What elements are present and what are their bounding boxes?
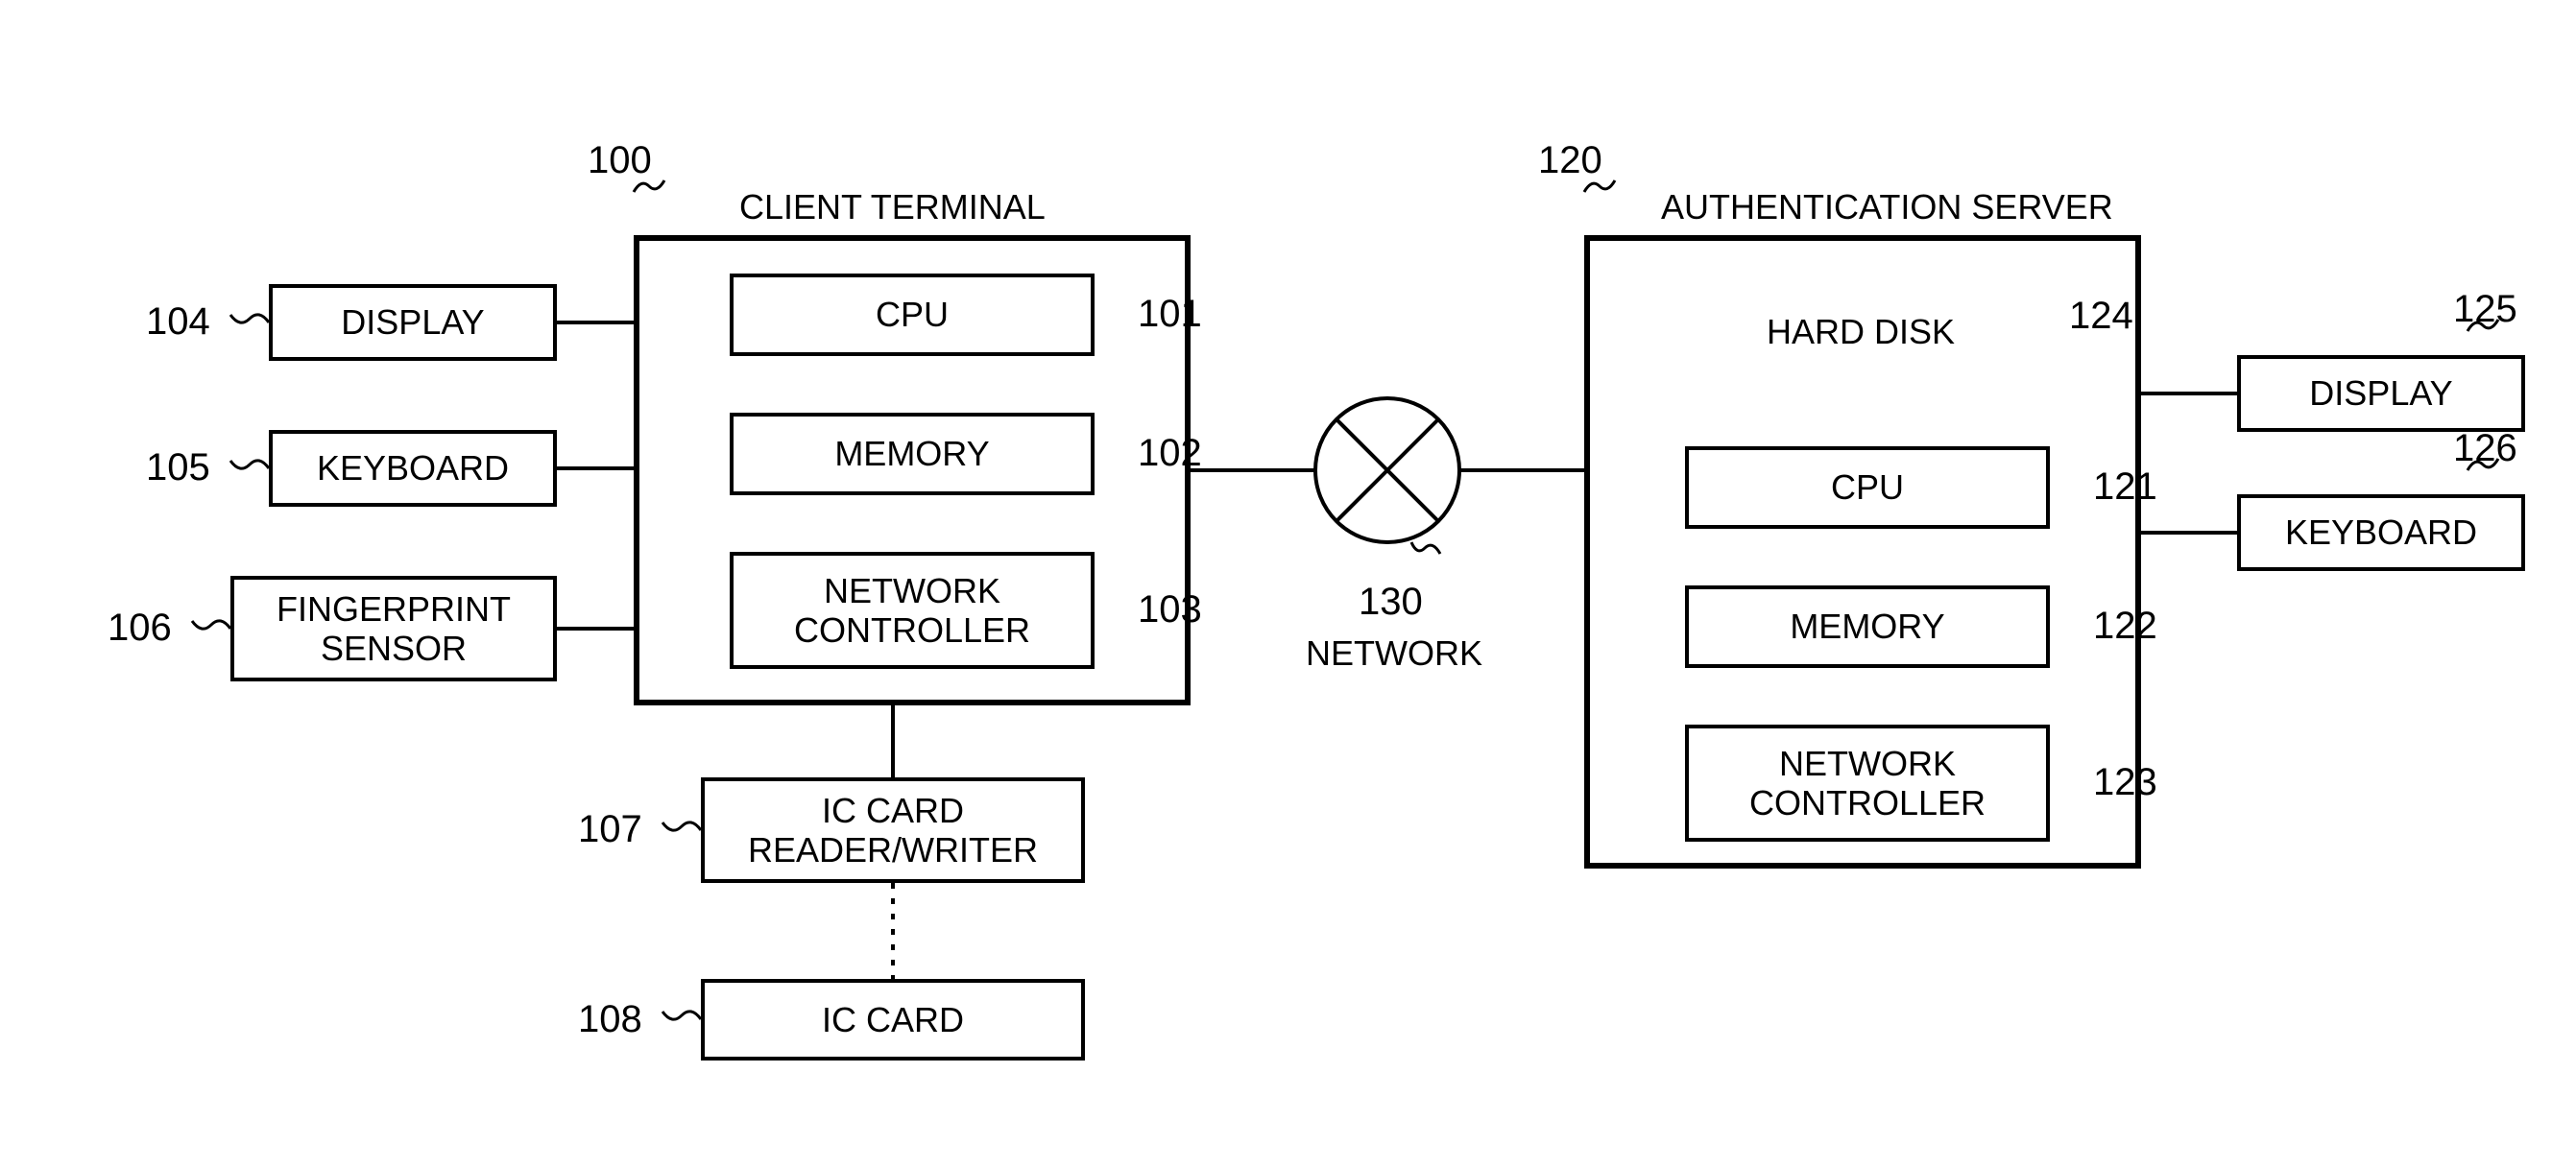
auth-server-title: AUTHENTICATION SERVER — [1661, 187, 2113, 227]
client-cpu-label: CPU — [876, 295, 949, 334]
server-cpu: CPU — [1685, 446, 2050, 529]
peripheral-ic-rw-label: IC CARD READER/WRITER — [748, 791, 1038, 870]
peripheral-ic-card: IC CARD — [701, 979, 1085, 1061]
peripheral-fingerprint-label: FINGERPRINT SENSOR — [277, 589, 511, 669]
server-peripheral-keyboard: KEYBOARD — [2237, 494, 2525, 571]
ref-105: 105 — [146, 446, 210, 489]
ref-103: 103 — [1138, 588, 1202, 632]
client-terminal-title: CLIENT TERMINAL — [739, 187, 1046, 227]
client-memory-label: MEMORY — [834, 434, 989, 473]
peripheral-display: DISPLAY — [269, 284, 557, 361]
server-memory: MEMORY — [1685, 585, 2050, 668]
ref-120: 120 — [1538, 139, 1602, 182]
ref-123: 123 — [2093, 761, 2157, 804]
server-peripheral-display-label: DISPLAY — [2309, 373, 2452, 413]
ref-101: 101 — [1138, 293, 1202, 336]
ref-102: 102 — [1138, 432, 1202, 475]
server-hdd-label: HARD DISK — [1767, 312, 1955, 352]
peripheral-keyboard-label: KEYBOARD — [317, 448, 509, 488]
client-net-label: NETWORK CONTROLLER — [794, 571, 1030, 651]
peripheral-fingerprint: FINGERPRINT SENSOR — [230, 576, 557, 681]
peripheral-display-label: DISPLAY — [341, 302, 484, 342]
ref-122: 122 — [2093, 605, 2157, 648]
network-label: NETWORK — [1306, 633, 1482, 674]
ref-100: 100 — [588, 139, 652, 182]
ref-125: 125 — [2453, 288, 2517, 331]
peripheral-keyboard: KEYBOARD — [269, 430, 557, 507]
server-net: NETWORK CONTROLLER — [1685, 725, 2050, 842]
ref-104: 104 — [146, 300, 210, 344]
ref-106: 106 — [108, 607, 172, 650]
server-peripheral-keyboard-label: KEYBOARD — [2285, 512, 2477, 552]
server-net-label: NETWORK CONTROLLER — [1749, 744, 1986, 823]
server-peripheral-display: DISPLAY — [2237, 355, 2525, 432]
client-net: NETWORK CONTROLLER — [730, 552, 1095, 669]
server-cpu-label: CPU — [1831, 467, 1904, 507]
server-memory-label: MEMORY — [1790, 607, 1944, 646]
ref-121: 121 — [2093, 465, 2157, 509]
ref-107: 107 — [578, 808, 642, 851]
client-memory: MEMORY — [730, 413, 1095, 495]
ref-108: 108 — [578, 998, 642, 1041]
ref-124: 124 — [2069, 295, 2133, 338]
ref-130: 130 — [1359, 581, 1423, 624]
peripheral-ic-rw: IC CARD READER/WRITER — [701, 777, 1085, 883]
ref-126: 126 — [2453, 427, 2517, 470]
client-cpu: CPU — [730, 274, 1095, 356]
peripheral-ic-card-label: IC CARD — [822, 1000, 964, 1039]
